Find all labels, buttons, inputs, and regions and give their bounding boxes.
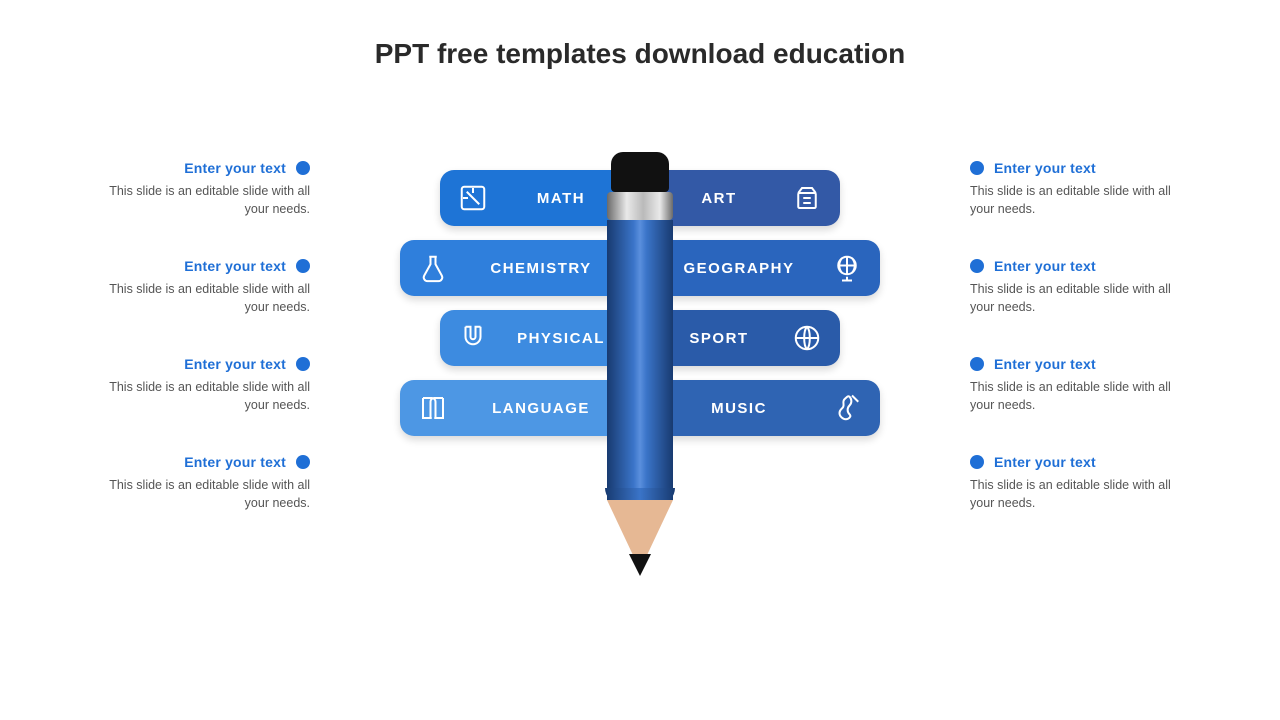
callout-right-4: Enter your text This slide is an editable… xyxy=(970,454,1180,512)
subject-tab-label: SPORT xyxy=(668,330,770,347)
callout-heading: Enter your text xyxy=(970,356,1180,372)
callout-left-1: Enter your text This slide is an editable… xyxy=(100,160,310,218)
subject-tab-label: MUSIC xyxy=(668,400,810,417)
bullet-dot-icon xyxy=(970,455,984,469)
callout-heading-text: Enter your text xyxy=(184,258,286,274)
page-title: PPT free templates download education xyxy=(0,38,1280,70)
callout-body: This slide is an editable slide with all… xyxy=(970,280,1180,316)
callout-heading: Enter your text xyxy=(970,160,1180,176)
ball-icon xyxy=(792,323,822,353)
callout-right-2: Enter your text This slide is an editable… xyxy=(970,258,1180,316)
palette-icon xyxy=(792,183,822,213)
bullet-dot-icon xyxy=(296,161,310,175)
callout-right-3: Enter your text This slide is an editable… xyxy=(970,356,1180,414)
bullet-dot-icon xyxy=(970,161,984,175)
pencil-ferrule xyxy=(607,192,673,220)
callout-heading-text: Enter your text xyxy=(184,454,286,470)
bullet-dot-icon xyxy=(296,455,310,469)
pencil-eraser xyxy=(611,152,669,192)
subject-tab-label: LANGUAGE xyxy=(470,400,612,417)
callout-heading: Enter your text xyxy=(100,454,310,470)
pencil-lead xyxy=(629,554,651,576)
callout-heading: Enter your text xyxy=(970,454,1180,470)
callout-left-2: Enter your text This slide is an editable… xyxy=(100,258,310,316)
callout-heading-text: Enter your text xyxy=(184,356,286,372)
callout-body: This slide is an editable slide with all… xyxy=(100,280,310,316)
callout-heading-text: Enter your text xyxy=(184,160,286,176)
bullet-dot-icon xyxy=(970,259,984,273)
callout-body: This slide is an editable slide with all… xyxy=(100,476,310,512)
pencil-graphic xyxy=(597,152,683,622)
pencil-body xyxy=(607,220,673,500)
globe-icon xyxy=(832,253,862,283)
subject-tab-label: ART xyxy=(668,190,770,207)
callout-body: This slide is an editable slide with all… xyxy=(970,182,1180,218)
callout-heading: Enter your text xyxy=(970,258,1180,274)
subject-tab-label: GEOGRAPHY xyxy=(668,260,810,277)
callout-body: This slide is an editable slide with all… xyxy=(100,182,310,218)
subject-tab-label: CHEMISTRY xyxy=(470,260,612,277)
bullet-dot-icon xyxy=(970,357,984,371)
callout-right-1: Enter your text This slide is an editable… xyxy=(970,160,1180,218)
violin-icon xyxy=(832,393,862,423)
bullet-dot-icon xyxy=(296,259,310,273)
infographic-stage: Enter your text This slide is an editable… xyxy=(0,130,1280,690)
math-icon xyxy=(458,183,488,213)
bullet-dot-icon xyxy=(296,357,310,371)
callout-heading-text: Enter your text xyxy=(994,258,1096,274)
callout-heading: Enter your text xyxy=(100,258,310,274)
callout-heading: Enter your text xyxy=(100,356,310,372)
callout-heading-text: Enter your text xyxy=(994,160,1096,176)
callout-heading-text: Enter your text xyxy=(994,454,1096,470)
callout-heading: Enter your text xyxy=(100,160,310,176)
callout-body: This slide is an editable slide with all… xyxy=(100,378,310,414)
callout-left-3: Enter your text This slide is an editable… xyxy=(100,356,310,414)
callout-heading-text: Enter your text xyxy=(994,356,1096,372)
book-icon xyxy=(418,393,448,423)
callout-body: This slide is an editable slide with all… xyxy=(970,378,1180,414)
callout-body: This slide is an editable slide with all… xyxy=(970,476,1180,512)
magnet-icon xyxy=(458,323,488,353)
flask-icon xyxy=(418,253,448,283)
callout-left-4: Enter your text This slide is an editable… xyxy=(100,454,310,512)
